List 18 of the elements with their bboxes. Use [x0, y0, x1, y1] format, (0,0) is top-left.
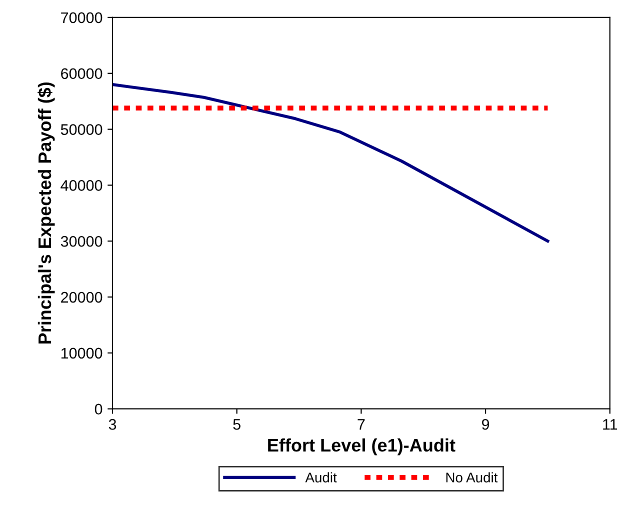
x-tick-label: 11 — [603, 419, 618, 430]
x-tick-label: 5 — [233, 419, 240, 430]
x-tick-label: 9 — [482, 418, 490, 430]
line-series — [112, 83, 550, 243]
x-tick-label: 3 — [108, 418, 116, 430]
legend-label: No Audit — [446, 472, 498, 482]
y-axis-title: Principal's Expected Payoff ($) — [38, 82, 55, 344]
y-tick-label: 70000 — [61, 12, 102, 24]
y-tick-label: 50000 — [60, 124, 102, 135]
y-tick-label: 60000 — [61, 68, 102, 80]
y-tick-label: 10000 — [61, 348, 102, 359]
legend-label: Audit — [305, 472, 337, 482]
y-tick-label: 0 — [94, 404, 102, 415]
y-tick-label: 40000 — [60, 180, 102, 191]
x-axis-title: Effort Level (e1)-Audit — [268, 438, 456, 456]
x-tick-label: 7 — [358, 419, 365, 430]
y-tick-label: 30000 — [60, 236, 102, 247]
y-tick-label: 20000 — [61, 292, 102, 303]
